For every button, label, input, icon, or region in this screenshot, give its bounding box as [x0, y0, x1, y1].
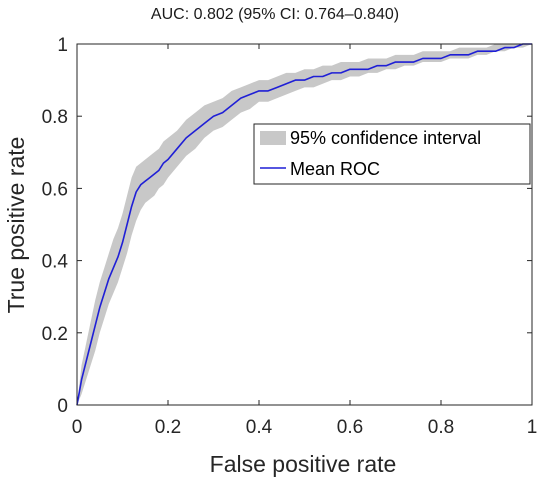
x-tick-label: 1: [527, 417, 538, 438]
legend-box: [253, 123, 531, 185]
ci-band-layer: [77, 44, 532, 405]
y-tick-label: 0.4: [42, 252, 69, 273]
x-tick-label: 0.8: [428, 417, 454, 438]
ci-band: [77, 44, 532, 405]
x-axis-label: False positive rate: [210, 451, 397, 477]
legend-ci-swatch: [260, 131, 286, 145]
legend-mean-label: Mean ROC: [290, 159, 380, 179]
x-tick-label: 0: [72, 417, 83, 438]
x-tick-label: 0.4: [246, 417, 273, 438]
legend: 95% confidence interval Mean ROC: [253, 123, 531, 185]
mean-roc-line: [76, 43, 532, 406]
chart-title: AUC: 0.802 (95% CI: 0.764–0.840): [150, 6, 400, 23]
plot-frame: [76, 43, 533, 406]
axes: [76, 43, 533, 406]
tick-labels: 0 0.2 0.4 0.6 0.8 1 0 0.2 0.4 0.6 0.8 1: [42, 35, 538, 438]
y-axis-label: True positive rate: [3, 137, 29, 314]
y-tick-label: 0.6: [42, 179, 68, 200]
y-tick-label: 1: [57, 35, 68, 56]
legend-ci-label: 95% confidence interval: [290, 128, 481, 148]
x-tick-label: 0.6: [337, 417, 363, 438]
x-tick-label: 0.2: [155, 417, 181, 438]
mean-roc-layer: [76, 43, 532, 406]
y-tick-label: 0.8: [42, 107, 68, 128]
y-tick-label: 0: [57, 396, 68, 417]
y-tick-label: 0.2: [42, 324, 68, 345]
